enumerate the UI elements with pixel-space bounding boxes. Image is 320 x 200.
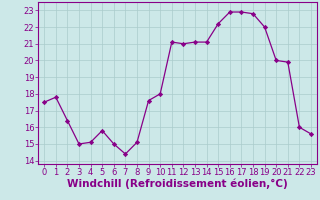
X-axis label: Windchill (Refroidissement éolien,°C): Windchill (Refroidissement éolien,°C)	[67, 179, 288, 189]
